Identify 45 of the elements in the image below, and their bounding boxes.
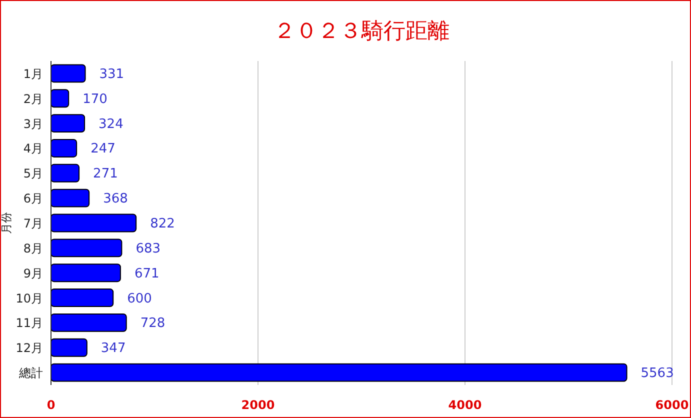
y-tick-label: 4月 [23,142,43,156]
bar [50,139,78,158]
y-tick-label: 7月 [23,216,43,230]
data-label: 728 [140,316,166,332]
y-tick-label: 3月 [23,116,43,131]
x-tick-label: 6000 [655,398,689,412]
data-label: 324 [98,116,124,132]
data-label: 247 [90,142,116,157]
y-tick-label: 9月 [23,266,43,280]
data-label: 5563 [640,366,674,382]
x-tick-label: 2000 [241,398,275,412]
data-label: 271 [93,166,118,182]
data-label: 331 [99,66,124,82]
y-tick-label: 12月 [16,341,43,356]
bar [50,64,86,83]
bar [50,288,114,307]
bar [50,114,86,133]
data-label: 347 [100,341,126,356]
data-label: 683 [136,241,161,256]
data-label: 600 [127,291,152,306]
data-label: 822 [150,216,175,232]
x-tick-label: 0 [46,398,56,412]
y-tick-label: 6月 [23,192,43,206]
y-axis-title: 月份 [0,212,13,234]
bar [50,164,80,182]
bar [50,338,88,357]
chart-title: ２０２３騎行距離 [274,19,450,44]
bar [50,264,121,282]
data-label: 368 [103,192,128,207]
bar [50,89,70,108]
y-tick-label: 8月 [23,241,43,256]
y-tick-label: 5月 [23,166,43,181]
x-tick-label: 4000 [448,398,482,412]
data-label: 170 [82,92,108,107]
data-label: 671 [134,266,160,282]
bar [50,238,122,258]
y-tick-label: 10月 [16,291,43,306]
y-tick-label: 總計 [18,366,43,380]
y-tick-label: 1月 [23,66,43,81]
bar [50,188,90,208]
y-tick-label: 11月 [16,316,43,330]
bar [50,214,137,232]
bar [50,313,127,332]
bar [50,363,628,382]
y-tick-label: 2月 [23,92,43,106]
